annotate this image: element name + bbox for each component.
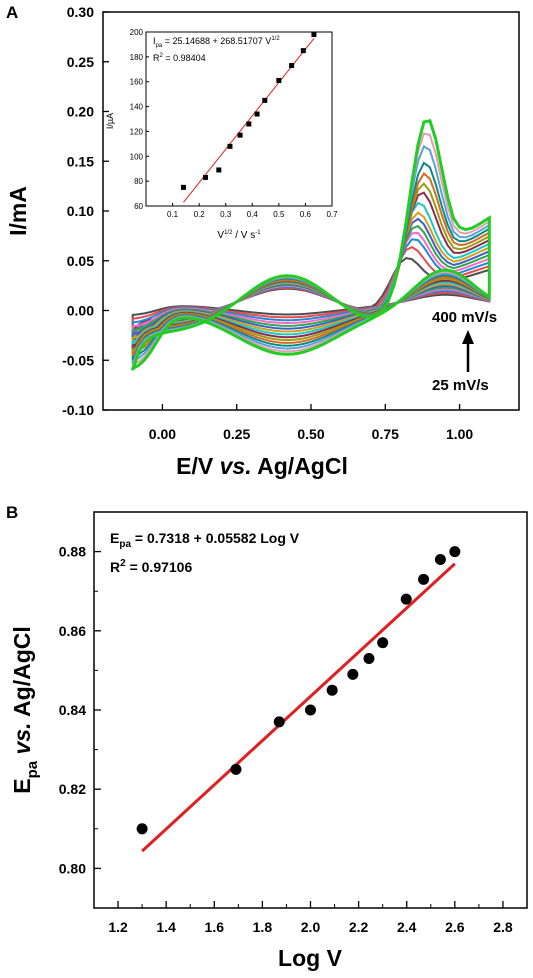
x-tick-label: 0.00 bbox=[149, 426, 176, 442]
inset-x-tick-label: 0.4 bbox=[247, 210, 259, 219]
annotation-400-mv: 400 mV/s bbox=[432, 309, 497, 326]
cv-curve-series bbox=[131, 118, 491, 371]
y-tick-label: 0.20 bbox=[67, 104, 94, 120]
inset-plot bbox=[180, 31, 317, 203]
x-tick-label: 2.6 bbox=[445, 919, 465, 935]
inset-y-tick-label: 160 bbox=[130, 78, 144, 87]
inset-x-tick-label: 0.7 bbox=[326, 210, 338, 219]
y-tick-label: -0.05 bbox=[62, 352, 94, 368]
x-tick-label: 2.0 bbox=[301, 919, 321, 935]
panel-b-data-point bbox=[136, 823, 148, 835]
inset-y-tick-label: 100 bbox=[130, 152, 144, 161]
y-tick-label: 0.86 bbox=[59, 623, 86, 639]
inset-data-point bbox=[203, 174, 209, 180]
inset-x-tick-label: 0.6 bbox=[300, 210, 312, 219]
inset-background bbox=[145, 33, 333, 205]
x-tick-label: 1.6 bbox=[205, 919, 225, 935]
y-tick-label: 0.80 bbox=[59, 860, 86, 876]
inset-y-tick-label: 200 bbox=[130, 28, 144, 37]
panel-b-x-ticks: 1.2 1.4 1.6 1.8 2.0 2.2 2.4 2.6 2.8 bbox=[93, 901, 513, 935]
inset-y-tick-label: 80 bbox=[134, 177, 143, 186]
panel-b-data-point bbox=[400, 593, 412, 605]
panel-b-data-point bbox=[418, 573, 430, 585]
inset-r-squared: R2 = 0.98404 bbox=[153, 53, 206, 63]
panel-b-fit-line bbox=[141, 562, 456, 853]
y-tick-label: 0.88 bbox=[59, 544, 86, 560]
panel-b-data-point bbox=[305, 704, 316, 716]
panel-b-data-point bbox=[434, 554, 446, 566]
inset-frame bbox=[145, 31, 333, 207]
inset-x-tick-label: 0.1 bbox=[167, 210, 179, 219]
inset-y-tick-label: 180 bbox=[130, 53, 144, 62]
x-tick-label: 1.8 bbox=[253, 919, 273, 935]
annotation-25-mv: 25 mV/s bbox=[432, 377, 489, 394]
inset-x-ticks: 0.1 0.2 0.3 0.4 0.5 0.6 0.7 bbox=[167, 203, 338, 219]
y-tick-label: 0.10 bbox=[67, 203, 94, 219]
panel-a-x-axis-title: E/V vs. Ag/AgCl bbox=[176, 453, 348, 479]
inset-y-ticks: 60 80 100 120 140 160 180 200 bbox=[130, 28, 149, 211]
panel-b-data-point bbox=[230, 763, 242, 775]
inset-data-point bbox=[300, 48, 306, 54]
y-tick-label: -0.10 bbox=[62, 402, 94, 418]
panel-a-label: A bbox=[6, 3, 18, 22]
inset-data-point bbox=[276, 77, 282, 83]
inset-data-point bbox=[246, 121, 252, 127]
inset-x-tick-label: 0.2 bbox=[194, 210, 206, 219]
cv-curve-series bbox=[131, 182, 491, 357]
y-tick-label: 0.05 bbox=[67, 253, 94, 269]
panel-b-data-point bbox=[326, 684, 338, 696]
panel-b-data-point bbox=[347, 668, 359, 680]
panel-a-cv-curves bbox=[131, 118, 491, 371]
x-tick-label: 0.75 bbox=[372, 426, 399, 442]
inset-data-point bbox=[311, 31, 317, 37]
panel-b-y-ticks: 0.80 0.82 0.84 0.86 0.88 bbox=[59, 511, 101, 909]
panel-a-y-axis-title: I/mA bbox=[5, 186, 31, 236]
y-tick-label: 0.25 bbox=[67, 54, 94, 70]
x-tick-label: 0.50 bbox=[297, 426, 324, 442]
panel-b-data-point bbox=[377, 637, 389, 649]
inset-equation: Ipa = 25.14688 + 268.51707 V1/2 bbox=[153, 36, 280, 49]
y-tick-label: 0.84 bbox=[59, 702, 86, 718]
inset-y-tick-label: 140 bbox=[130, 103, 144, 112]
panel-b-y-axis-title: Epa vs. Ag/AgCl bbox=[9, 626, 41, 794]
x-tick-label: 1.2 bbox=[108, 919, 128, 935]
panel-b-plot bbox=[136, 546, 461, 853]
inset-data-point bbox=[262, 97, 268, 103]
inset-data-point bbox=[289, 63, 295, 69]
scan-rate-arrow-head bbox=[462, 330, 474, 344]
inset-y-axis-title: I/µA bbox=[105, 113, 115, 129]
panel-a-y-ticks: -0.10 -0.05 0.00 0.05 0.10 0.15 0.20 0.25 0.30 bbox=[62, 4, 109, 418]
inset-y-tick-label: 60 bbox=[134, 202, 143, 211]
inset-x-tick-label: 0.5 bbox=[273, 210, 285, 219]
panel-b-data-point bbox=[363, 653, 375, 665]
inset-data-point bbox=[216, 167, 222, 173]
inset-x-tick-label: 0.3 bbox=[220, 210, 232, 219]
panel-b-x-axis-title: Log V bbox=[278, 945, 343, 971]
y-tick-label: 0.15 bbox=[67, 153, 94, 169]
x-tick-label: 0.25 bbox=[223, 426, 250, 442]
inset-data-point bbox=[254, 111, 260, 117]
y-tick-label: 0.00 bbox=[67, 303, 94, 319]
y-tick-label: 0.30 bbox=[67, 4, 94, 20]
panel-a-x-ticks: 0.00 0.25 0.50 0.75 1.00 bbox=[149, 404, 473, 442]
panel-b-data-point bbox=[273, 716, 285, 728]
panel-b-data-point bbox=[449, 546, 461, 558]
panel-b-equation: Epa = 0.7318 + 0.05582 Log V bbox=[110, 530, 300, 550]
x-tick-label: 2.4 bbox=[397, 919, 417, 935]
y-tick-label: 0.82 bbox=[59, 781, 86, 797]
inset-y-tick-label: 120 bbox=[130, 127, 144, 136]
inset-x-axis-title: V1/2 / V s-1 bbox=[217, 230, 261, 241]
inset-data-point bbox=[180, 184, 186, 190]
inset-data-point bbox=[237, 132, 243, 138]
x-tick-label: 1.4 bbox=[156, 919, 176, 935]
x-tick-label: 1.00 bbox=[446, 426, 473, 442]
inset-data-point bbox=[227, 143, 233, 149]
x-tick-label: 2.2 bbox=[349, 919, 369, 935]
panel-b-label: B bbox=[6, 503, 18, 522]
panel-b-r-squared: R2 = 0.97106 bbox=[110, 558, 192, 575]
x-tick-label: 2.8 bbox=[493, 919, 513, 935]
